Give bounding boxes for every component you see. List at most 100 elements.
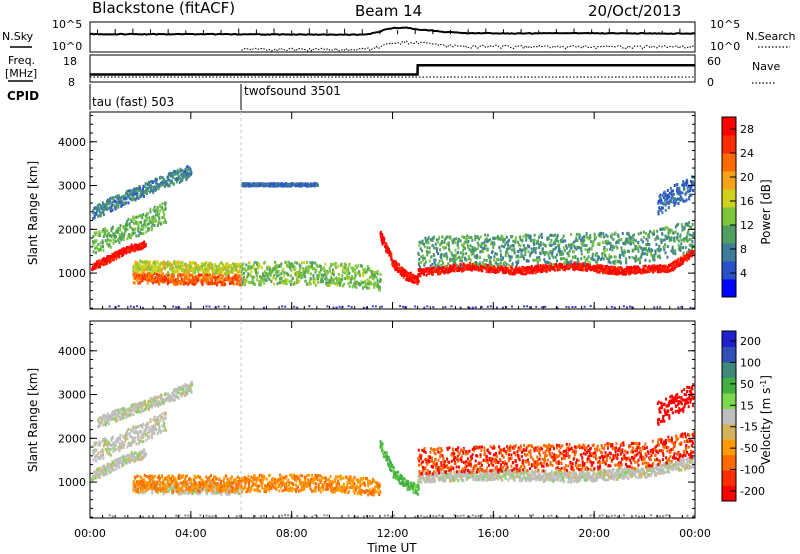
power-cell — [152, 208, 155, 212]
power-cell — [391, 261, 394, 265]
power-cell — [180, 177, 183, 181]
power-colorbar-cell — [722, 243, 736, 262]
power-cell — [423, 245, 426, 249]
power-cell — [505, 241, 508, 245]
power-cell — [104, 207, 107, 211]
power-cell — [270, 280, 273, 283]
power-cell — [608, 256, 611, 260]
power-cell — [521, 249, 524, 252]
power-cell — [333, 278, 335, 282]
power-cell — [204, 262, 206, 266]
power-cell — [375, 275, 378, 279]
power-cell — [690, 193, 693, 197]
power-cell — [569, 261, 572, 265]
power-cell — [664, 268, 667, 271]
power-cell — [188, 267, 191, 271]
power-cell — [502, 256, 504, 260]
power-cell — [514, 236, 517, 240]
power-cell — [238, 264, 240, 268]
power-cell — [348, 277, 351, 281]
power-cell — [602, 271, 605, 275]
power-cell — [664, 194, 667, 198]
power-cell — [148, 184, 151, 187]
power-cell — [153, 205, 156, 209]
power-cell — [220, 266, 223, 270]
power-cell — [606, 257, 609, 261]
power-cell — [119, 251, 121, 255]
power-cell — [157, 263, 160, 267]
power-cell — [304, 270, 307, 274]
velocity-cell — [94, 443, 97, 447]
power-cell — [239, 274, 241, 278]
power-cell — [489, 305, 492, 308]
power-cell — [281, 269, 284, 273]
power-cell — [558, 243, 561, 247]
power-colorbar-label: 12 — [740, 219, 754, 232]
power-cell — [511, 267, 514, 271]
power-cell — [155, 178, 158, 182]
power-cell — [614, 255, 617, 259]
power-cell — [554, 233, 557, 237]
power-cell — [218, 264, 220, 268]
velocity-cell — [122, 454, 125, 458]
velocity-cell — [92, 449, 94, 453]
power-cell — [344, 277, 347, 280]
power-cell — [501, 238, 504, 242]
power-cell — [142, 187, 144, 191]
power-cell — [225, 271, 228, 275]
power-cell — [241, 280, 244, 284]
power-cell — [197, 270, 200, 273]
power-cell — [278, 264, 281, 268]
power-cell — [441, 259, 444, 262]
cpid-label: CPID — [7, 89, 39, 103]
power-cell — [174, 170, 177, 174]
power-cell — [648, 259, 651, 263]
power-cell — [360, 280, 363, 284]
power-cell — [157, 221, 160, 225]
power-cell — [328, 278, 331, 282]
power-cell — [336, 281, 339, 285]
power-cell — [427, 236, 430, 240]
power-cell — [154, 266, 157, 270]
power-cell — [224, 266, 227, 270]
power-cell — [105, 239, 108, 243]
power-cell — [550, 252, 553, 256]
power-cell — [212, 267, 215, 271]
power-cell — [140, 264, 143, 268]
power-cell — [144, 219, 147, 223]
power-cell — [96, 247, 99, 251]
power-cell — [376, 279, 379, 282]
power-cell — [342, 265, 345, 269]
power-cell — [561, 237, 564, 241]
velocity-cell — [128, 453, 131, 457]
power-cell — [151, 266, 153, 270]
power-cell — [465, 240, 467, 244]
power-cell — [166, 182, 169, 186]
power-cell — [536, 256, 539, 260]
power-cell — [560, 250, 563, 253]
power-cell — [156, 211, 159, 215]
power-cell — [593, 258, 596, 262]
power-cell — [137, 234, 140, 238]
power-cell — [300, 272, 303, 276]
power-cell — [582, 241, 585, 245]
power-cell — [194, 277, 197, 281]
power-cell — [548, 256, 551, 260]
power-cell — [386, 251, 389, 254]
velocity-cell — [132, 454, 135, 458]
power-cell — [137, 226, 140, 230]
power-cell — [158, 204, 161, 208]
velocity-cell — [142, 451, 145, 454]
power-cell — [589, 261, 592, 265]
power-cell — [672, 200, 675, 204]
power-cell — [155, 188, 157, 192]
power-cell — [128, 193, 131, 197]
power-cell — [497, 268, 500, 271]
power-cell — [348, 275, 351, 279]
power-cell — [233, 267, 236, 270]
power-cell — [188, 268, 191, 272]
power-cell — [239, 262, 242, 266]
power-cell — [109, 245, 112, 249]
power-cell — [109, 239, 112, 243]
power-cell — [198, 275, 201, 279]
